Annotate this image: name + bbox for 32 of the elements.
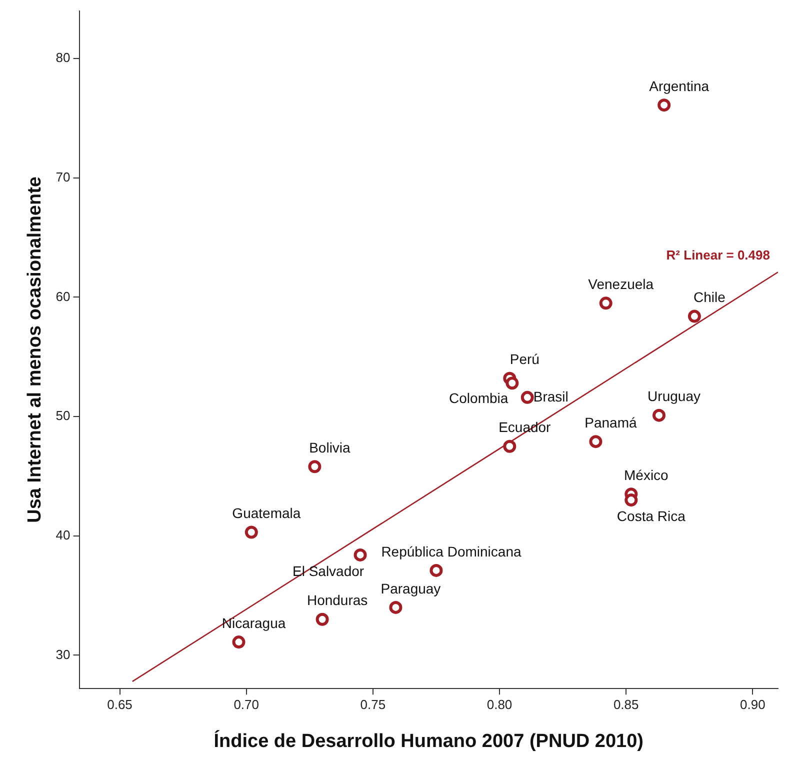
- y-tick-label: 80: [56, 50, 70, 66]
- y-tick-label: 70: [56, 169, 70, 184]
- x-axis-title: Índice de Desarrollo Humano 2007 (PNUD 2010): [214, 730, 644, 752]
- annotation: Panamá: [584, 414, 637, 430]
- x-tick-label: 0.85: [613, 696, 639, 712]
- annotation: Brasil: [533, 388, 568, 404]
- x-tick-label: 0.90: [740, 696, 766, 712]
- annotation: Perú: [510, 351, 540, 368]
- y-tick-label: 50: [56, 408, 70, 424]
- annotation: Costa Rica: [616, 508, 686, 524]
- annotation: R² Linear = 0.498: [666, 247, 770, 262]
- annotation: Guatemala: [232, 505, 301, 522]
- annotation: Colombia: [449, 390, 508, 406]
- annotation: Venezuela: [588, 276, 654, 292]
- y-tick-label: 40: [56, 527, 70, 542]
- annotation: Chile: [694, 289, 726, 306]
- annotation: Uruguay: [648, 388, 700, 404]
- annotation: Honduras: [306, 592, 368, 608]
- annotation: Nicaragua: [222, 614, 286, 631]
- annotation: Argentina: [649, 78, 710, 94]
- y-axis-title: Usa Internet al menos ocasionalmente: [24, 176, 46, 523]
- x-tick-label: 0.65: [107, 696, 132, 712]
- annotation: República Dominicana: [381, 543, 522, 560]
- annotation: México: [624, 466, 669, 483]
- annotation: Paraguay: [380, 580, 441, 596]
- annotation: Bolivia: [309, 440, 351, 456]
- x-tick-label: 0.80: [486, 696, 512, 712]
- annotation: El Salvador: [292, 562, 364, 579]
- y-tick-label: 60: [56, 288, 70, 304]
- x-tick-label: 0.70: [234, 696, 260, 712]
- y-tick-label: 30: [56, 646, 70, 662]
- x-tick-label: 0.75: [360, 696, 386, 712]
